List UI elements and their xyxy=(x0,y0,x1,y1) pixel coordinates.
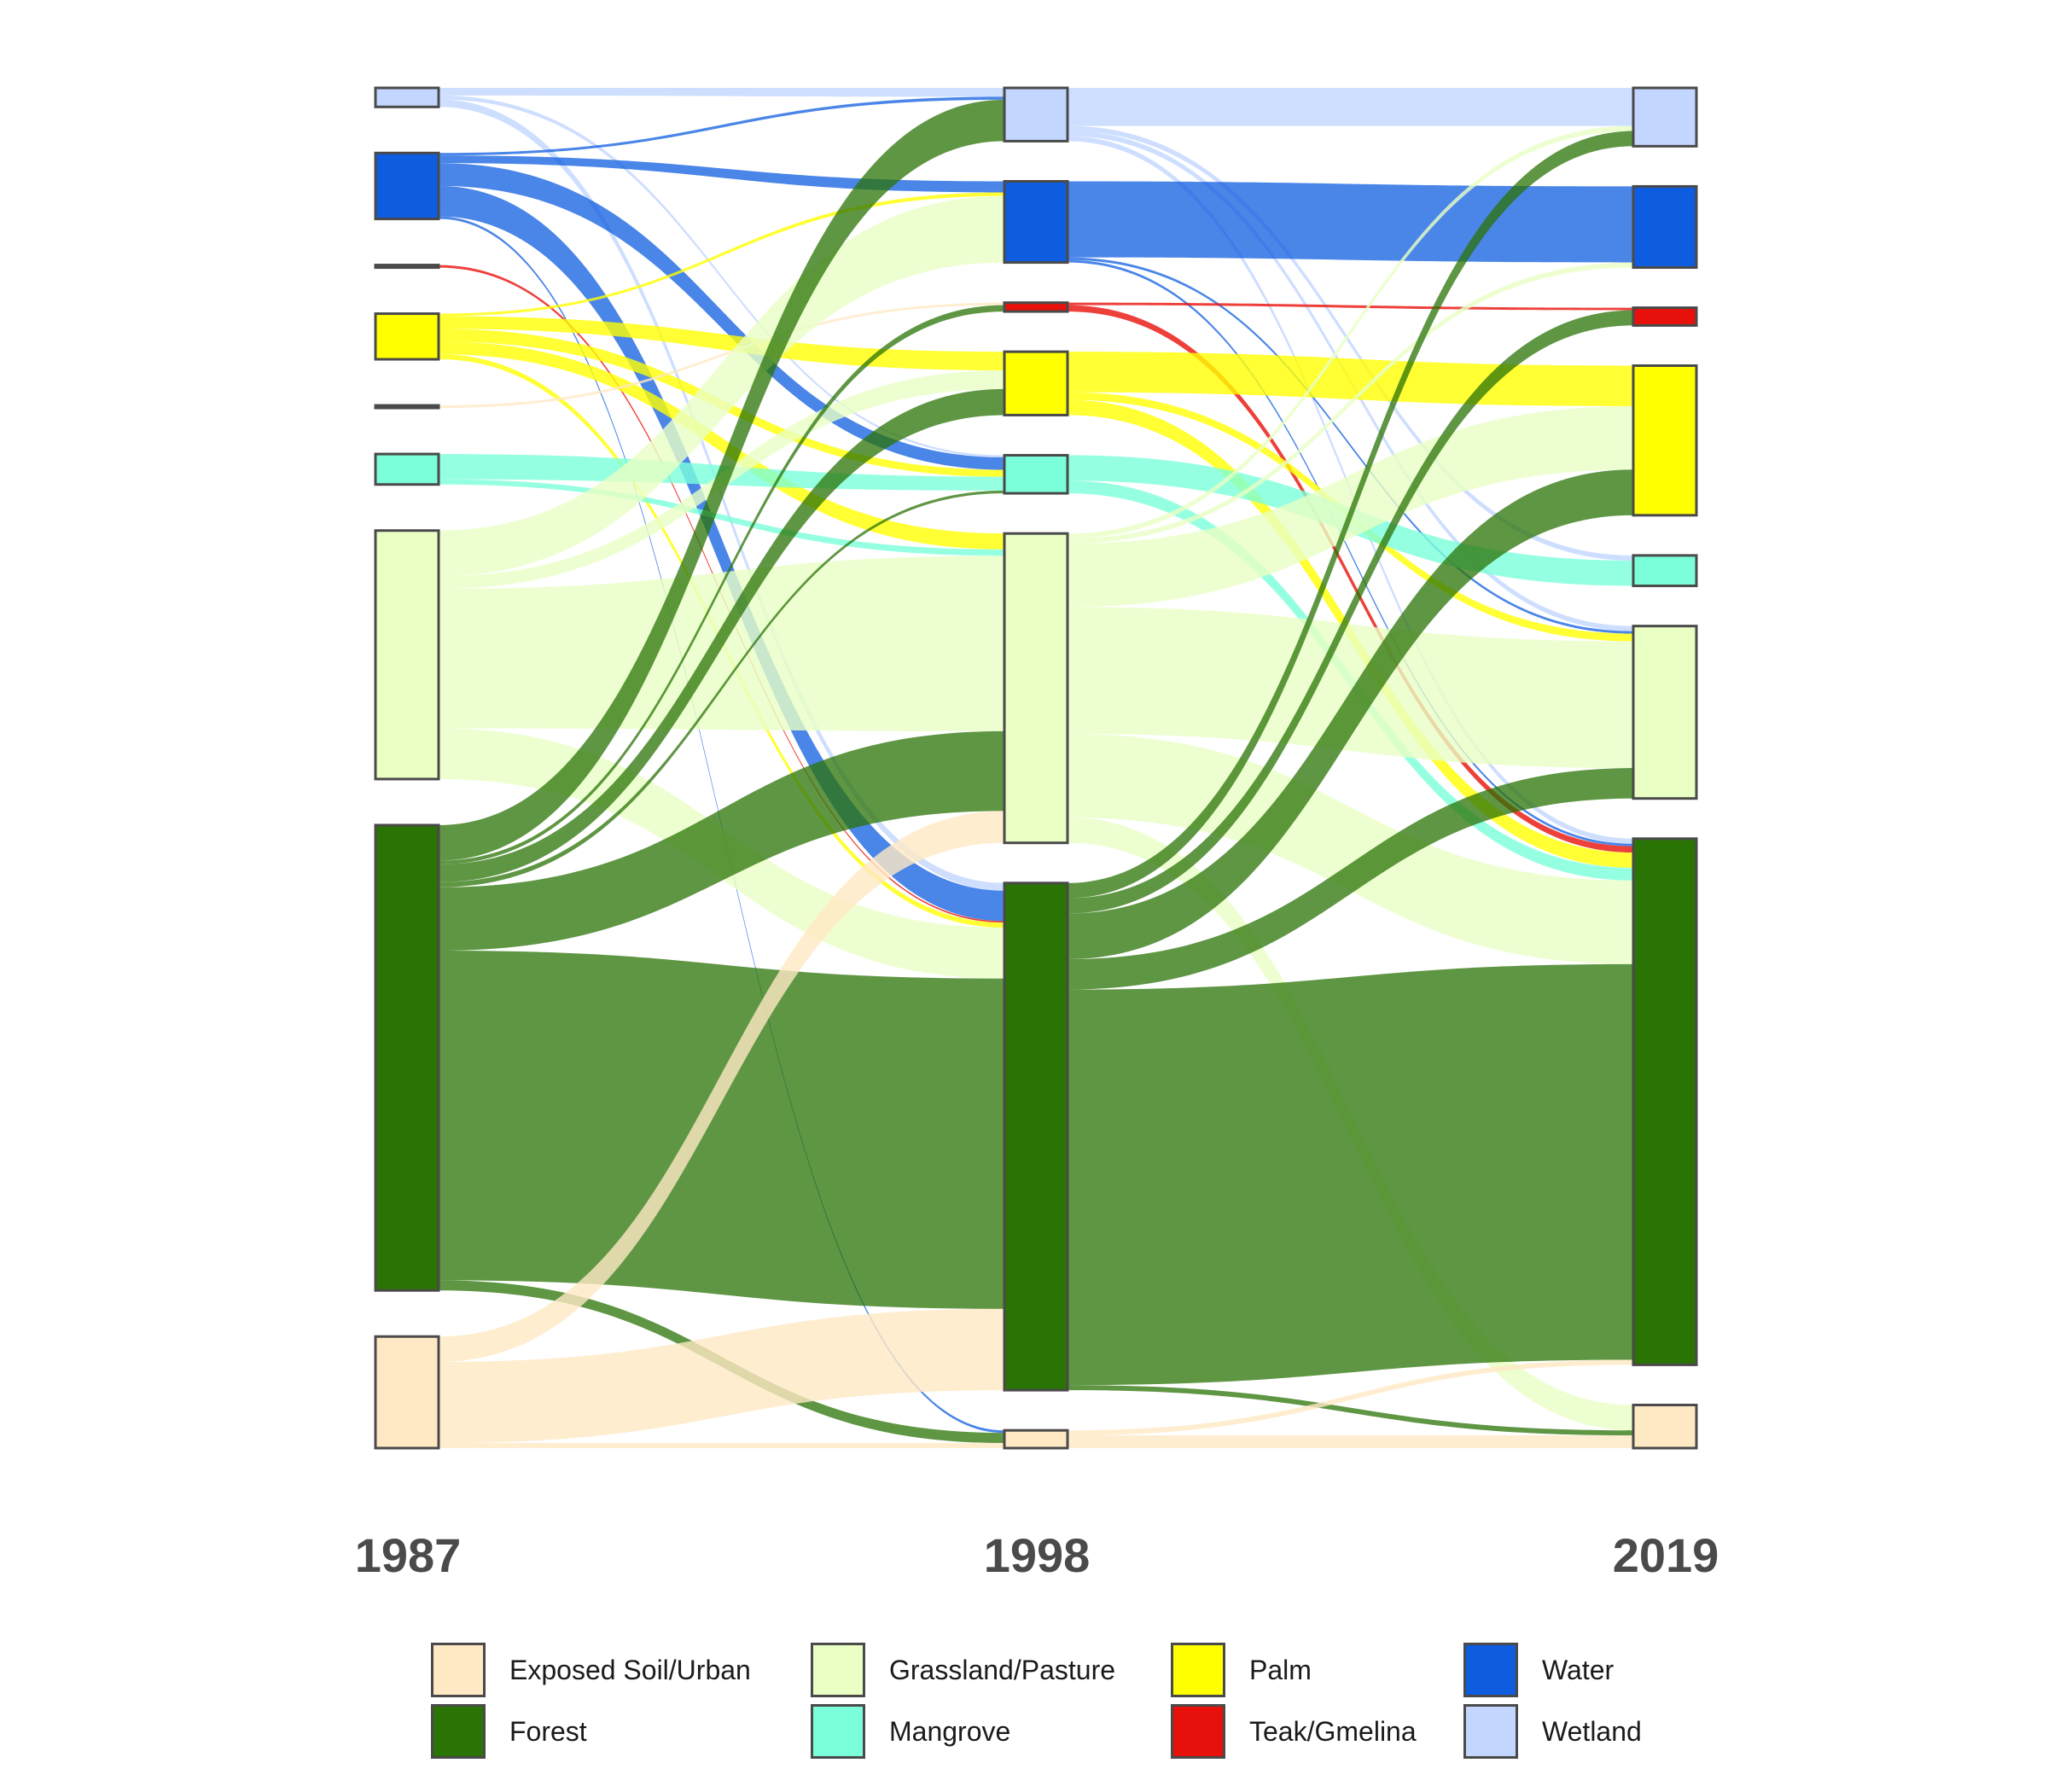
legend-swatch xyxy=(1463,1704,1518,1759)
node-1987-mangrove xyxy=(374,452,440,486)
flow-1987-exposed-soil-urban-to-forest xyxy=(439,1308,1004,1444)
node-2019-grassland-pasture xyxy=(1632,625,1698,800)
flow-1998-exposed-soil-urban-to-exposed-soil-urban xyxy=(1068,1435,1633,1448)
stage-label-1998: 1998 xyxy=(984,1528,1091,1582)
flow-1998-wetland-to-wetland xyxy=(1068,88,1633,126)
legend-item-teak-gmelina: Teak/Gmelina xyxy=(1171,1702,1417,1760)
flow-1987-palm-to-grassland-pasture xyxy=(439,341,1004,550)
sankey-chart: 1987 1998 2019 xyxy=(355,86,1719,1582)
flow-1998-grassland-pasture-to-forest xyxy=(1068,733,1633,964)
legend-label: Palm xyxy=(1249,1654,1312,1685)
flow-1998-forest-to-wetland xyxy=(1068,131,1633,899)
legend-swatch xyxy=(1171,1704,1225,1759)
node-1998-forest xyxy=(1003,881,1069,1392)
node-2019-forest xyxy=(1632,837,1698,1366)
flow-1998-forest-to-forest xyxy=(1068,963,1633,1386)
flow-1987-forest-to-forest xyxy=(439,951,1004,1309)
flow-1998-water-to-forest xyxy=(1068,259,1633,847)
legend-item-forest: Forest xyxy=(431,1702,587,1760)
legend-item-grassland-pasture: Grassland/Pasture xyxy=(811,1641,1115,1699)
flow-1998-grassland-pasture-to-palm xyxy=(1068,406,1633,608)
flow-1987-exposed-soil-urban-2-to-teak-gmelina xyxy=(439,302,1004,409)
stage-labels: 1987 1998 2019 xyxy=(355,1528,1719,1582)
node-1998-exposed-soil-urban xyxy=(1003,1428,1069,1450)
legend-item-mangrove: Mangrove xyxy=(811,1702,1010,1760)
legend-item-wetland: Wetland xyxy=(1463,1702,1642,1760)
flow-1987-forest-to-teak-gmelina xyxy=(439,305,1004,865)
node-1998-palm xyxy=(1003,350,1069,416)
flow-1998-teak-gmelina-to-forest xyxy=(1068,305,1633,853)
node-2019-water xyxy=(1632,184,1698,270)
flow-1998-water-to-grassland-pasture xyxy=(1068,257,1633,634)
stage-label-1987: 1987 xyxy=(355,1528,462,1582)
flow-1987-exposed-soil-urban-to-grassland-pasture xyxy=(439,811,1004,1362)
stage-label-2019: 2019 xyxy=(1613,1528,1719,1582)
legend-label: Wetland xyxy=(1542,1715,1642,1747)
legend-swatch xyxy=(811,1643,865,1697)
legend-label: Water xyxy=(1542,1654,1615,1685)
node-2019-palm xyxy=(1632,364,1698,517)
flow-1998-forest-to-teak-gmelina xyxy=(1068,310,1633,914)
flow-1998-exposed-soil-urban-to-forest xyxy=(1068,1359,1633,1436)
node-1987-forest xyxy=(374,823,440,1292)
sankey-nodes xyxy=(374,86,1698,1450)
flow-1998-forest-to-grassland-pasture xyxy=(1068,768,1633,990)
node-1987-water xyxy=(374,151,440,221)
node-2019-exposed-soil-urban xyxy=(1632,1403,1698,1450)
flow-1987-water-to-mangrove xyxy=(439,163,1004,470)
flow-1987-wetland-to-wetland xyxy=(439,88,1004,97)
node-1987-wetland xyxy=(374,86,440,108)
node-1998-mangrove xyxy=(1003,454,1069,495)
flow-1987-exposed-soil-urban-to-exposed-soil-urban xyxy=(439,1443,1004,1448)
legend-label: Exposed Soil/Urban xyxy=(509,1654,751,1685)
flow-1998-wetland-to-mangrove xyxy=(1068,125,1633,561)
node-2019-teak-gmelina xyxy=(1632,306,1698,327)
node-2019-mangrove xyxy=(1632,554,1698,588)
legend-label: Teak/Gmelina xyxy=(1249,1715,1417,1747)
node-1987-palm xyxy=(374,312,440,361)
node-1998-water xyxy=(1003,179,1069,265)
legend-swatch xyxy=(1171,1643,1225,1697)
node-1987-exposed-soil-urban-2 xyxy=(374,404,440,410)
legend-label: Grassland/Pasture xyxy=(889,1654,1116,1685)
legend-item-exposed-soil-urban: Exposed Soil/Urban xyxy=(431,1641,751,1699)
legend-item-palm: Palm xyxy=(1171,1641,1312,1699)
node-1998-grassland-pasture xyxy=(1003,532,1069,845)
node-2019-wetland xyxy=(1632,86,1698,148)
flow-1998-grassland-pasture-to-grassland-pasture xyxy=(1068,607,1633,769)
legend-label: Forest xyxy=(509,1715,587,1747)
flow-1987-forest-to-wetland xyxy=(439,99,1004,861)
flow-1998-grassland-pasture-to-water xyxy=(1068,262,1633,544)
flow-1987-water-to-wetland xyxy=(439,96,1004,156)
flow-1987-mangrove-to-grassland-pasture xyxy=(439,479,1004,556)
flow-1998-teak-gmelina-to-teak-gmelina xyxy=(1068,302,1633,311)
node-1998-teak-gmelina xyxy=(1003,301,1069,313)
flow-1987-palm-to-palm xyxy=(439,316,1004,371)
sankey-links xyxy=(439,88,1633,1448)
flow-1998-grassland-pasture-to-wetland xyxy=(1068,125,1633,539)
legend-swatch xyxy=(431,1704,486,1759)
flow-1987-forest-to-mangrove xyxy=(439,490,1004,887)
flow-1998-water-to-water xyxy=(1068,181,1633,263)
legend: Exposed Soil/Urban Grassland/Pasture Pal… xyxy=(431,1641,1796,1769)
flow-1987-forest-to-palm xyxy=(439,388,1004,882)
flow-1998-forest-to-palm xyxy=(1068,469,1633,959)
legend-swatch xyxy=(811,1704,865,1759)
legend-item-water: Water xyxy=(1463,1641,1614,1699)
flow-1987-palm-to-water xyxy=(439,192,1004,317)
legend-swatch xyxy=(1463,1643,1518,1697)
flow-1987-water-to-forest xyxy=(439,185,1004,922)
flow-1998-forest-to-exposed-soil-urban xyxy=(1068,1385,1633,1436)
node-1987-exposed-soil-urban xyxy=(374,1335,440,1450)
node-1987-teak-gmelina xyxy=(374,264,440,270)
legend-swatch xyxy=(431,1643,486,1697)
flow-1998-palm-to-palm xyxy=(1068,352,1633,407)
flow-1987-grassland-pasture-to-water xyxy=(439,195,1004,577)
flow-1987-forest-to-grassland-pasture xyxy=(439,730,1004,951)
node-1987-grassland-pasture xyxy=(374,529,440,781)
node-1998-wetland xyxy=(1003,86,1069,143)
flow-1987-wetland-to-mangrove xyxy=(439,95,1004,457)
legend-label: Mangrove xyxy=(889,1715,1011,1747)
